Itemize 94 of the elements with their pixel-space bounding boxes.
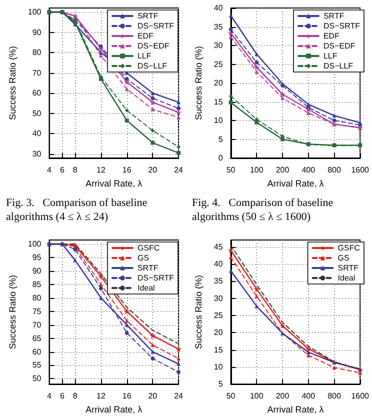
x-tick-label: 100	[250, 392, 264, 401]
x-axis-title: Arrival Rate, λ	[86, 178, 143, 188]
y-tick-label: 40	[32, 129, 42, 138]
legend-label: LLF	[137, 52, 152, 60]
y-tick-label: 40	[214, 260, 224, 269]
y-tick-label: 60	[32, 347, 42, 356]
legend-label: GS	[338, 254, 350, 262]
x-tick-label: 200	[276, 166, 290, 174]
y-axis-title: Success Ratio (%)	[194, 275, 204, 350]
y-tick-label: 10	[214, 116, 224, 125]
x-axis-title: Arrival Rate, λ	[267, 404, 324, 414]
x-tick-label: 24	[174, 166, 184, 174]
x-tick-label: 6	[60, 166, 65, 174]
y-tick-label: 25	[214, 60, 224, 69]
legend-label: DS−EDF	[137, 42, 170, 50]
x-tick-label: 20	[148, 392, 158, 401]
y-tick-label: 20	[214, 328, 224, 338]
x-tick-label: 50	[226, 392, 236, 401]
caption: Fig. 4. Comparison of baseline algorithms (50 ≤ λ ≤ 1600)	[192, 197, 336, 223]
x-tick-label: 400	[302, 166, 316, 174]
x-tick-label: 16	[122, 392, 132, 401]
x-tick-label: 800	[328, 392, 342, 401]
x-tick-label: 16	[122, 166, 132, 174]
legend-label: GS	[137, 254, 150, 262]
x-tick-label: 20	[148, 166, 158, 174]
legend-label: DS−SRTF	[137, 22, 174, 30]
x-tick-label: 4	[47, 166, 52, 174]
x-tick-label: 400	[302, 392, 316, 401]
x-tick-label: 1600	[351, 166, 370, 174]
y-tick-label: 65	[32, 334, 42, 343]
y-tick-label: 90	[32, 266, 42, 276]
y-tick-label: 15	[214, 97, 224, 106]
x-tick-label: 6	[60, 392, 65, 401]
legend-label: DS−SRTF	[323, 22, 360, 30]
y-tick-label: 0	[218, 154, 224, 162]
legend-label: SRTF	[323, 12, 344, 20]
legend-label: DS−SRTF	[137, 274, 174, 282]
y-tick-label: 40	[214, 4, 224, 12]
y-tick-label: 35	[214, 22, 224, 32]
legend-label: Ideal	[137, 284, 156, 292]
legend-label: GSFC	[338, 244, 360, 252]
y-tick-label: 70	[32, 320, 42, 330]
legend-label: SRTF	[137, 12, 158, 20]
y-tick-label: 80	[32, 48, 42, 58]
y-tick-label: 85	[32, 280, 42, 289]
y-axis-title: Success Ratio (%)	[8, 275, 18, 350]
y-tick-label: 55	[32, 360, 42, 370]
y-tick-label: 15	[214, 345, 224, 354]
x-tick-label: 4	[47, 392, 52, 401]
x-tick-label: 8	[72, 392, 78, 401]
legend-label: GSFC	[137, 244, 160, 252]
x-tick-label: 8	[72, 166, 78, 174]
legend-label: DS−LLF	[323, 62, 354, 70]
y-tick-label: 70	[32, 68, 42, 78]
x-tick-label: 12	[96, 166, 106, 174]
y-tick-label: 80	[32, 293, 42, 302]
legend-label: SRTF	[137, 264, 158, 272]
x-tick-label: 50	[226, 166, 236, 174]
y-tick-label: 90	[32, 28, 42, 37]
y-tick-label: 35	[214, 276, 224, 286]
y-tick-label: 30	[214, 294, 224, 303]
y-axis-title: Success Ratio (%)	[8, 46, 18, 120]
x-tick-label: 100	[250, 166, 264, 174]
caption: Fig. 3. Comparison of baseline algorithms (4 ≤ λ ≤ 24)	[6, 197, 150, 223]
y-tick-label: 50	[32, 108, 42, 118]
legend-label: Ideal	[338, 274, 356, 282]
y-tick-label: 60	[32, 88, 42, 98]
y-tick-label: 45	[214, 242, 224, 252]
x-tick-label: 12	[96, 392, 106, 401]
y-tick-label: 50	[32, 374, 42, 384]
y-tick-label: 10	[214, 362, 224, 372]
x-axis-title: Arrival Rate, λ	[86, 404, 143, 414]
legend-label: EDF	[137, 32, 154, 40]
x-tick-label: 800	[328, 166, 342, 174]
legend-label: DS−LLF	[137, 62, 168, 70]
y-tick-label: 95	[32, 253, 42, 262]
y-tick-label: 20	[214, 78, 224, 88]
legend-label: SRTF	[338, 264, 359, 272]
y-tick-label: 100	[28, 240, 42, 249]
x-tick-label: 24	[174, 392, 184, 401]
y-axis-title: Success Ratio (%)	[194, 46, 204, 120]
y-tick-label: 30	[214, 41, 224, 50]
legend-label: DS−EDF	[323, 42, 356, 50]
y-tick-label: 30	[32, 149, 42, 158]
x-tick-label: 1600	[351, 392, 370, 401]
legend-label: EDF	[323, 32, 340, 40]
y-tick-label: 75	[32, 306, 42, 316]
x-axis-title: Arrival Rate, λ	[267, 178, 324, 188]
x-tick-label: 200	[276, 392, 290, 401]
y-tick-label: 5	[218, 380, 224, 389]
legend-label: LLF	[323, 52, 338, 60]
y-tick-label: 5	[218, 134, 224, 144]
y-tick-label: 25	[214, 310, 224, 320]
y-tick-label: 100	[28, 8, 42, 17]
